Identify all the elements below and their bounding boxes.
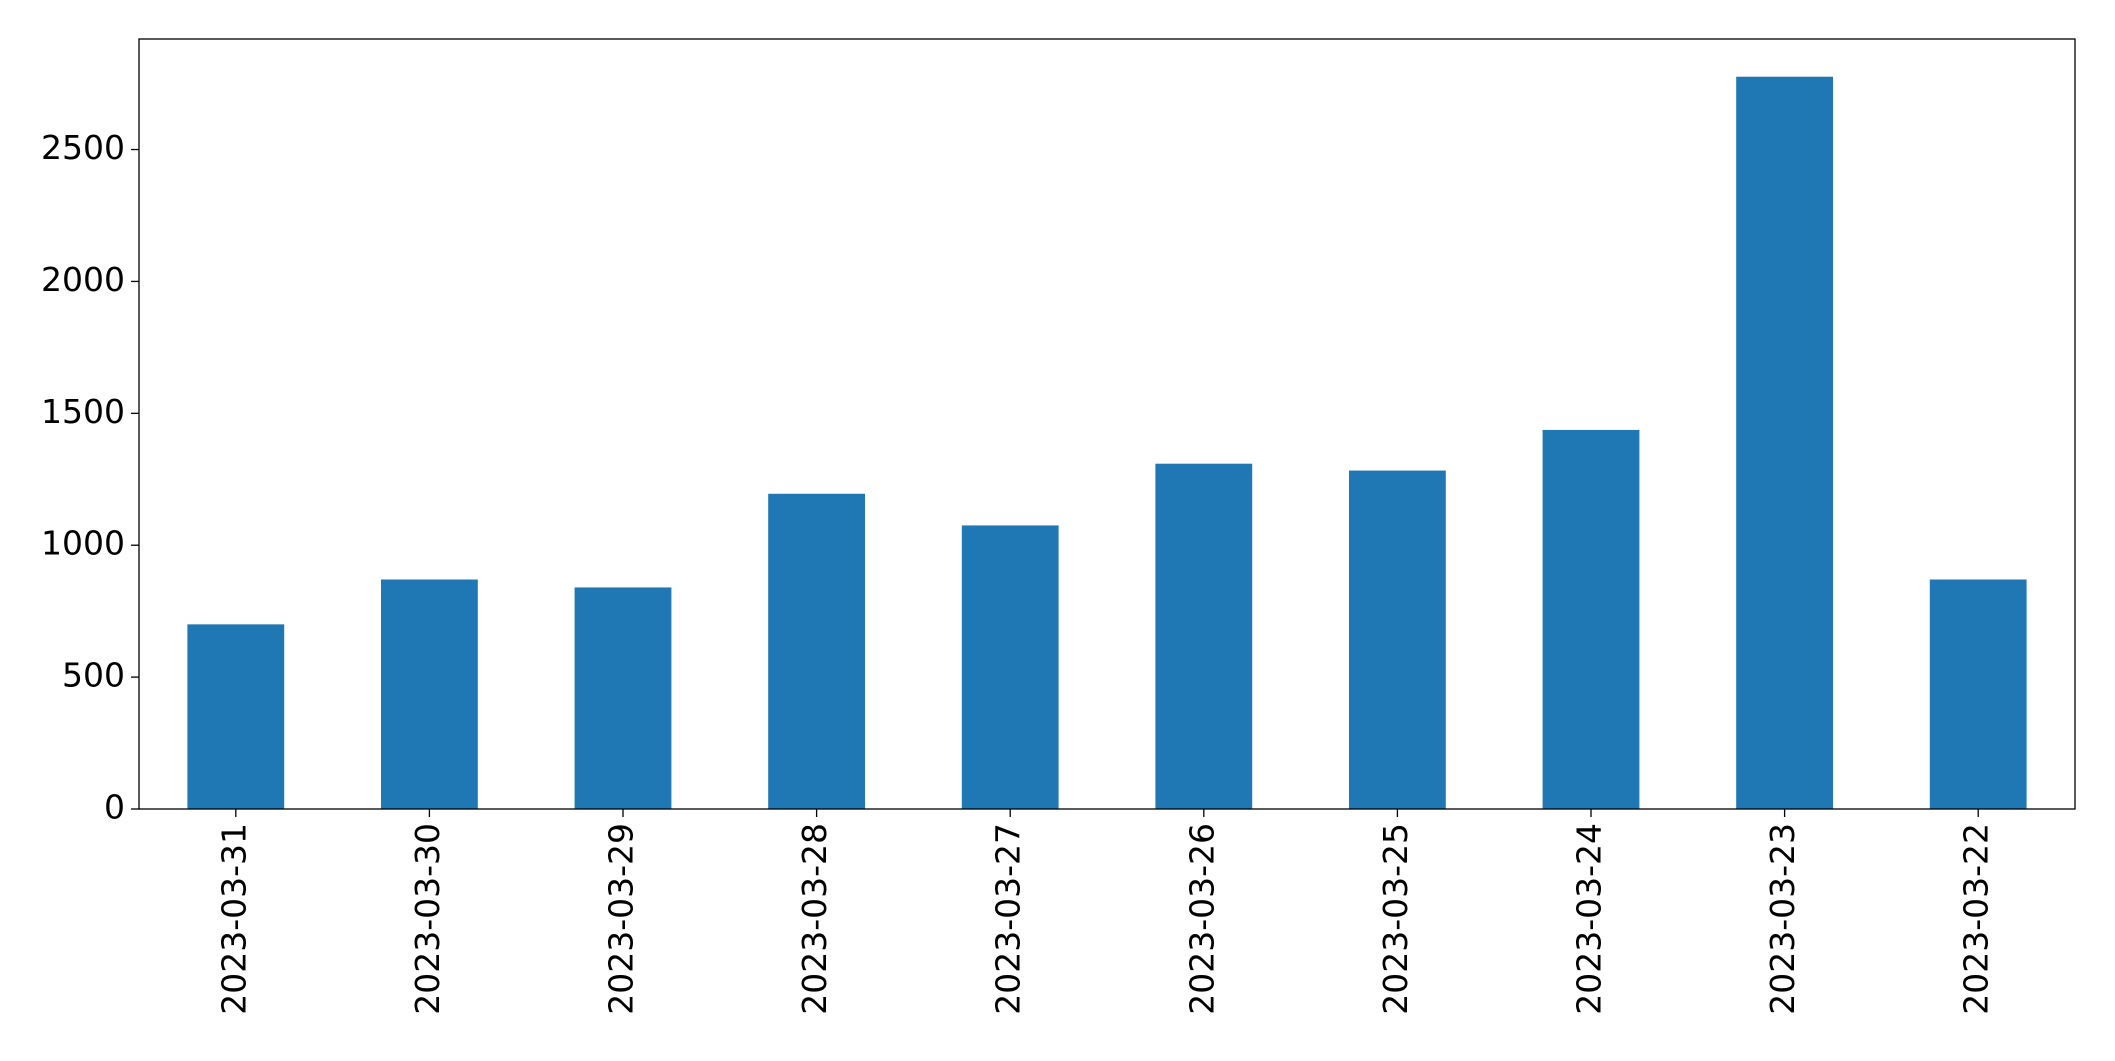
plot-frame	[138, 38, 2076, 810]
y-tick-label: 2500	[41, 128, 125, 167]
x-tick-label: 2023-03-27	[989, 823, 1028, 1015]
bar	[961, 525, 1059, 809]
x-tick-label: 2023-03-26	[1182, 823, 1221, 1015]
bar	[187, 624, 285, 809]
x-tick-label: 2023-03-29	[602, 823, 641, 1015]
bar	[1155, 463, 1253, 809]
bar	[1736, 76, 1833, 810]
bar	[1929, 579, 2027, 809]
bar	[1349, 470, 1446, 809]
x-tick-label: 2023-03-22	[1957, 823, 1996, 1015]
bar	[1542, 429, 1640, 809]
x-tick-label: 2023-03-31	[214, 823, 253, 1015]
x-tick-label: 2023-03-25	[1376, 823, 1415, 1015]
x-tick-label: 2023-03-28	[795, 823, 834, 1015]
bar	[768, 493, 865, 809]
y-tick-label: 1500	[41, 392, 125, 431]
x-tick-label: 2023-03-30	[408, 823, 447, 1015]
x-tick-label: 2023-03-23	[1763, 823, 1802, 1015]
y-tick-label: 500	[62, 656, 125, 695]
bar	[574, 587, 672, 809]
bar	[381, 579, 478, 809]
y-tick-label: 0	[104, 788, 125, 827]
x-tick-label: 2023-03-24	[1570, 823, 1609, 1015]
y-tick-label: 1000	[41, 524, 125, 563]
y-tick-label: 2000	[41, 260, 125, 299]
